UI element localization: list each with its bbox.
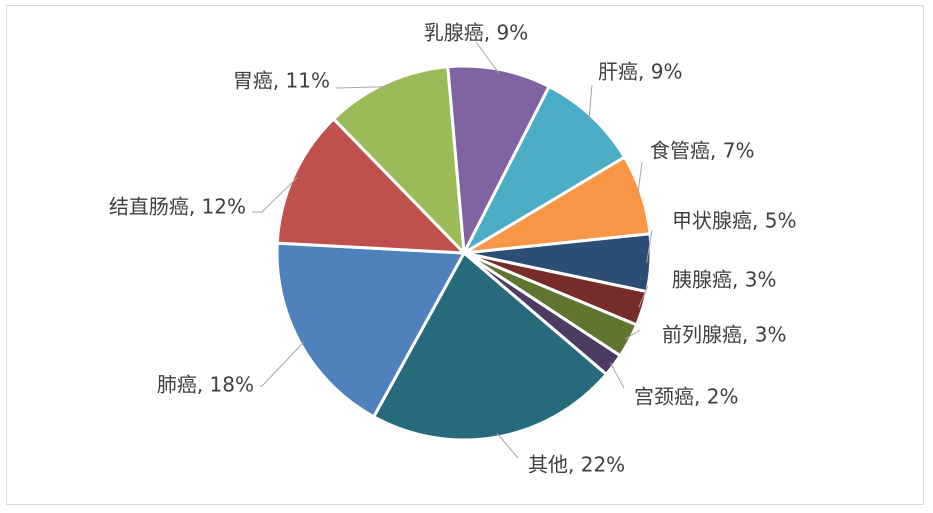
leader-line-11 bbox=[336, 86, 388, 89]
slice-label-9: 肺癌, 18% bbox=[157, 373, 254, 397]
slice-label-6: 前列腺癌, 3% bbox=[662, 323, 786, 347]
slice-label-5: 胰腺癌, 3% bbox=[672, 268, 776, 292]
pie-slice-1 bbox=[446, 64, 551, 255]
leader-lines bbox=[252, 41, 653, 459]
leader-line-6 bbox=[625, 329, 641, 340]
slice-label-3: 食管癌, 7% bbox=[650, 139, 754, 163]
slice-label-2: 肝癌, 9% bbox=[598, 60, 682, 84]
leader-line-2 bbox=[588, 84, 593, 120]
slice-label-4: 甲状腺癌, 5% bbox=[672, 209, 796, 233]
pie-slice-8 bbox=[372, 251, 608, 442]
pie-slice-9 bbox=[275, 241, 466, 419]
pie-slice-2 bbox=[462, 85, 627, 255]
leader-line-5 bbox=[638, 285, 649, 308]
slice-label-8: 其他, 22% bbox=[528, 453, 625, 477]
leader-line-4 bbox=[646, 229, 653, 263]
leader-line-1 bbox=[475, 41, 500, 74]
leader-line-8 bbox=[496, 432, 519, 459]
pie-slice-10 bbox=[275, 117, 466, 255]
slice-label-11: 胃癌, 11% bbox=[233, 69, 330, 93]
leader-line-10 bbox=[252, 177, 298, 213]
leader-line-3 bbox=[637, 161, 643, 196]
pie-slices bbox=[275, 64, 653, 442]
slice-label-10: 结直肠癌, 12% bbox=[109, 195, 246, 219]
slice-labels: 乳腺癌, 9% 肝癌, 9% 食管癌, 7% 甲状腺癌, 5% 胰腺癌, 3% 前列腺癌,… bbox=[109, 21, 797, 477]
slice-label-7: 宫颈癌, 2% bbox=[634, 385, 738, 409]
pie-slice-11 bbox=[332, 65, 466, 255]
leader-line-7 bbox=[609, 362, 625, 389]
leader-line-9 bbox=[260, 341, 305, 387]
slice-label-1: 乳腺癌, 9% bbox=[424, 21, 528, 45]
